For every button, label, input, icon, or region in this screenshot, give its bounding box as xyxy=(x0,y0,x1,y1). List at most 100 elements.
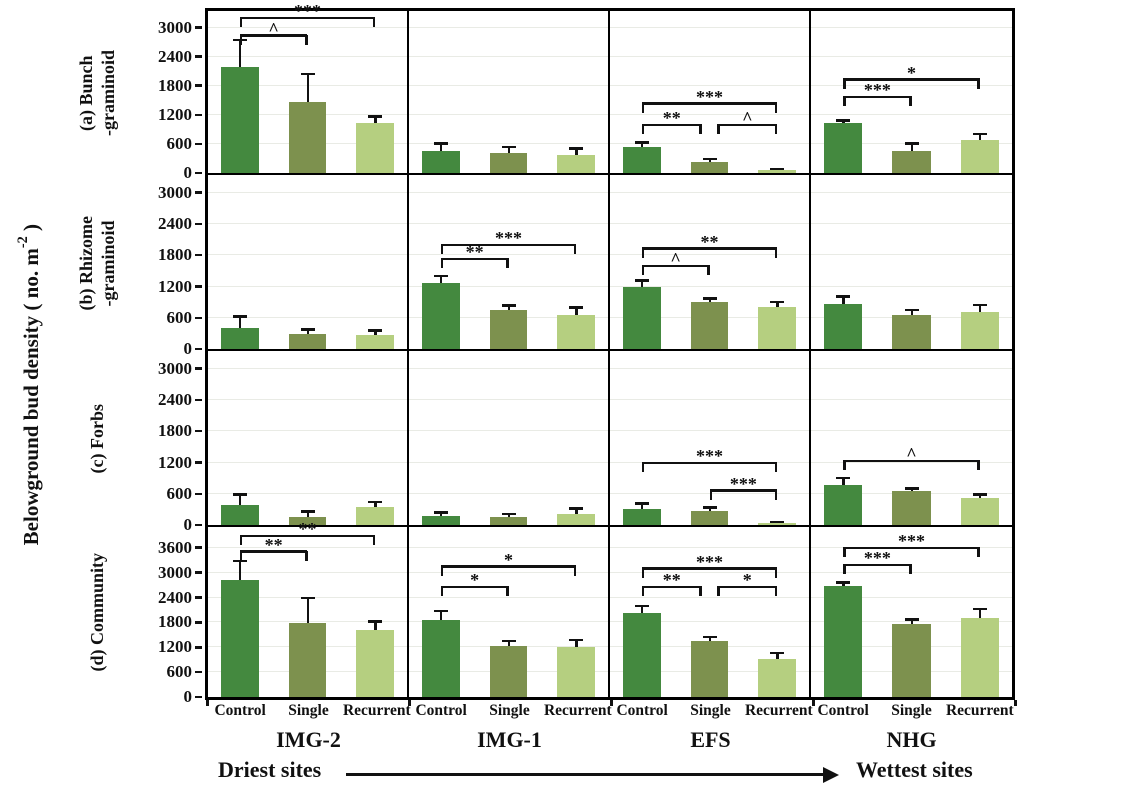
y-tick: 3600 xyxy=(158,538,202,557)
sig-bracket-line xyxy=(717,585,778,589)
gridline xyxy=(409,367,608,369)
sig-label: *** xyxy=(863,548,891,569)
bar-single xyxy=(892,315,931,349)
sig-bracket-line xyxy=(239,34,308,37)
error-bar-cap xyxy=(300,596,315,600)
panel-c-IMG-1 xyxy=(409,351,610,527)
bar-recurrent xyxy=(758,169,797,173)
y-tick: 3000 xyxy=(158,359,202,378)
sig-bracket-end xyxy=(239,550,243,561)
y-tick-mark xyxy=(195,347,202,351)
panel-d-IMG-1: * * xyxy=(409,527,610,697)
y-tick-mark xyxy=(195,285,202,288)
bar-control xyxy=(220,579,259,697)
error-bar-cap xyxy=(433,274,448,278)
error-bar-cap xyxy=(501,639,516,643)
sig-bracket-end xyxy=(506,258,509,269)
bar-control xyxy=(622,613,661,697)
row-label-d: (d) Community xyxy=(60,527,134,697)
y-tick: 0 xyxy=(183,687,202,706)
error-bar-cap xyxy=(232,493,247,496)
error-bar-cap xyxy=(770,300,785,304)
sig-bracket-line xyxy=(843,563,912,567)
row-label-text: (c) Forbs xyxy=(86,404,108,473)
y-tick: 1800 xyxy=(158,612,202,631)
error-bar-cap xyxy=(770,520,785,524)
gridline xyxy=(811,26,1012,28)
error-bar xyxy=(978,304,982,312)
gridline xyxy=(208,254,407,256)
gridline xyxy=(610,142,809,144)
sig-label: ^ xyxy=(906,444,917,465)
gridline xyxy=(208,26,407,28)
site-label-NHG: NHG xyxy=(886,727,937,752)
sig-label: ^ xyxy=(268,18,279,39)
gridline xyxy=(811,113,1012,115)
treatment-label: Single xyxy=(891,702,932,719)
error-bar-cap xyxy=(634,502,649,505)
sig-bracket-line xyxy=(717,123,778,127)
bar-recurrent xyxy=(557,647,596,697)
y-tick-label: 0 xyxy=(183,687,193,706)
y-tick: 1200 xyxy=(158,277,202,296)
error-bar-cap xyxy=(904,142,919,145)
y-tick-label: 600 xyxy=(166,483,193,503)
error-bar xyxy=(640,502,644,509)
driest-sites-label: Driest sites xyxy=(218,757,322,782)
gridline xyxy=(208,191,407,193)
error-bar-cap xyxy=(836,476,851,480)
sig-label: ** xyxy=(662,108,681,129)
y-tick-mark xyxy=(195,621,202,624)
y-tick-label: 1800 xyxy=(158,75,192,95)
error-bar-cap xyxy=(232,559,247,563)
error-bar xyxy=(374,501,377,507)
error-bar-cap xyxy=(433,142,448,145)
sig-bracket-end xyxy=(506,586,509,597)
gridline xyxy=(409,621,608,623)
gridline xyxy=(811,55,1012,57)
bar-recurrent xyxy=(557,513,596,525)
error-bar xyxy=(439,275,443,284)
sig-bracket-end xyxy=(641,247,645,258)
sig-bracket-line xyxy=(843,95,912,99)
y-tick-label: 1800 xyxy=(158,421,192,441)
bar-single xyxy=(892,150,931,173)
bar-single xyxy=(690,641,729,697)
error-bar xyxy=(842,581,845,587)
bar-recurrent xyxy=(356,334,395,349)
gridline xyxy=(811,430,1012,432)
bar-control xyxy=(824,303,863,349)
gridline xyxy=(208,285,407,287)
gridline xyxy=(409,571,608,573)
chart-grid: *** ^ *** ** ^ * *** *** ** ** ^ *** *** ^ ** ** * * *** **… xyxy=(205,2,1015,700)
error-bar xyxy=(238,493,242,505)
y-tick-column-d: 0 600 1200 1800 2400 3000 3600 xyxy=(132,527,202,706)
gridline xyxy=(409,142,608,144)
error-bar-cap xyxy=(634,279,649,282)
error-bar xyxy=(575,507,578,514)
site-label-EFS: EFS xyxy=(690,727,731,752)
treatment-label: Recurrent xyxy=(543,702,612,719)
bar-recurrent xyxy=(557,314,596,349)
row-label-line: (a) Bunch xyxy=(76,55,96,131)
sig-label: * xyxy=(742,570,752,591)
error-bar xyxy=(978,608,982,619)
y-tick-mark xyxy=(195,113,202,117)
y-tick: 600 xyxy=(167,308,202,327)
sig-bracket-end xyxy=(774,586,778,597)
sig-bracket-line xyxy=(440,585,509,589)
error-bar-cap xyxy=(501,145,516,149)
bar-single xyxy=(489,645,528,697)
y-tick: 600 xyxy=(167,134,202,153)
error-bar-cap xyxy=(904,487,919,490)
y-tick: 0 xyxy=(184,515,202,534)
x-axis-tick xyxy=(206,700,209,706)
error-bar-cap xyxy=(501,304,516,307)
gridline xyxy=(811,571,1012,573)
y-tick-label: 3000 xyxy=(158,182,192,202)
sig-bracket-line xyxy=(641,102,778,105)
error-bar xyxy=(575,147,578,155)
error-bar-cap xyxy=(904,618,919,621)
sig-label: * xyxy=(470,570,480,591)
error-bar-cap xyxy=(972,303,987,307)
